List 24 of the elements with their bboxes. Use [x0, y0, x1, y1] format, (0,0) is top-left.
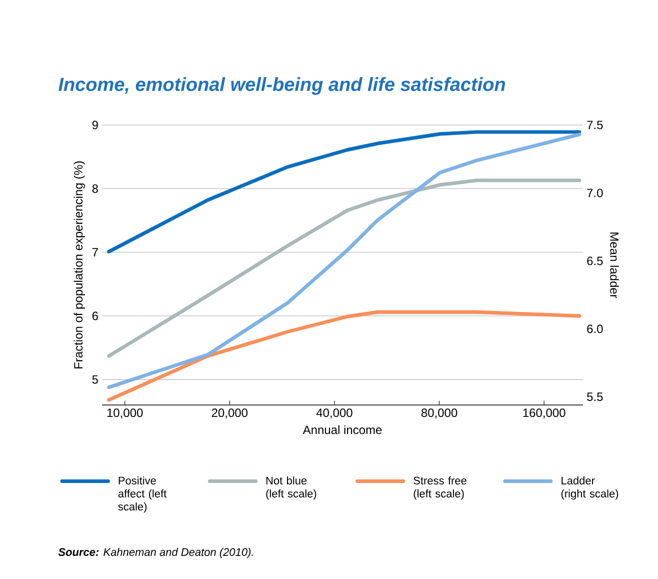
chart-title: Income, emotional well-being and life satisfaction [58, 77, 506, 95]
y-tick-label: 6 [92, 312, 98, 320]
y2-axis-title: Mean ladder [610, 232, 619, 298]
text: Source: Kahneman and Deaton (2010). [58, 548, 253, 558]
y-tick-label: 8 [92, 184, 98, 193]
legend-label: Not blue (left scale) [266, 476, 316, 500]
x-axis-title: Annual income [302, 425, 382, 434]
x-tick-label: 80,000 [421, 408, 458, 418]
y2-tick-label: 7.5 [587, 120, 603, 130]
legend-label: Stress free (left scale) [414, 476, 466, 500]
x-tick-label: 160,000 [523, 408, 566, 418]
y2-tick-label: 5.5 [587, 392, 603, 402]
x-tick-label: 40,000 [316, 408, 352, 418]
x-tick-label: 20,000 [212, 408, 248, 418]
y2-tick-label: 6.0 [587, 324, 603, 334]
x-tick-label: 10,000 [107, 408, 143, 418]
legend-label: Positive affect (left scale) [118, 476, 167, 513]
y-tick-label: 7 [92, 248, 98, 256]
y-tick-label: 9 [92, 120, 98, 130]
y-axis-title: Fraction of population experiencing (%) [74, 161, 85, 368]
y-tick-label: 5 [92, 375, 98, 384]
legend-label: Ladder (right scale) [561, 476, 618, 500]
y2-tick-label: 7.0 [587, 188, 603, 198]
y2-tick-label: 6.5 [587, 256, 603, 266]
